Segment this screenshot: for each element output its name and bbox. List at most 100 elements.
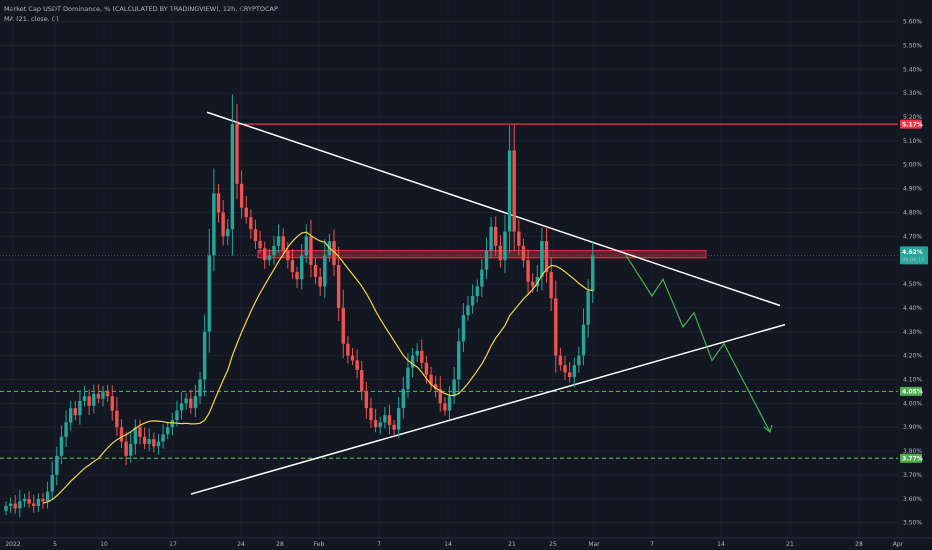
x-tick-label: 25	[549, 541, 557, 548]
candle-body	[45, 491, 50, 502]
resistance-badge-label: 5.17%	[902, 121, 923, 128]
candle-body	[313, 264, 318, 277]
resistance-zone	[257, 250, 707, 259]
candle-body	[18, 501, 22, 509]
candle-body	[346, 343, 350, 356]
candle-body	[138, 427, 142, 437]
candle-body	[156, 441, 161, 447]
y-tick-label: 4.70%	[903, 233, 922, 240]
candle-body	[507, 150, 512, 232]
candle-body	[281, 236, 285, 251]
candle-body	[535, 276, 539, 287]
candle-body	[554, 298, 558, 356]
candle-body	[470, 295, 475, 306]
candle-body	[179, 403, 184, 411]
candle-body	[68, 408, 73, 423]
candle-body	[253, 229, 258, 242]
candle-body	[147, 439, 151, 444]
candle-body	[263, 248, 267, 261]
y-tick-label: 3.60%	[903, 496, 922, 503]
candle-body	[591, 255, 595, 292]
chart-grid	[0, 21, 898, 524]
candle-body	[221, 212, 225, 237]
candle-body	[202, 331, 207, 380]
x-tick-label: Apr	[893, 541, 904, 548]
candle-body	[101, 391, 105, 399]
y-tick-label: 4.20%	[903, 353, 922, 360]
candle-body	[558, 355, 563, 366]
candle-body	[318, 276, 322, 287]
candle-body	[193, 396, 198, 409]
resistance-badge-bg	[900, 119, 922, 129]
candle-body	[498, 245, 503, 261]
candle-body	[577, 355, 581, 366]
legend-indicator: MA (21, close, 0)	[4, 15, 59, 23]
candles	[4, 94, 595, 518]
candle-body	[170, 420, 175, 428]
candle-body	[323, 255, 327, 287]
candle-body	[290, 260, 295, 273]
y-tick-label: 3.90%	[903, 424, 922, 431]
candle-body	[336, 264, 341, 308]
countdown-label: 05:06:10	[902, 257, 924, 263]
y-tick-label: 5.20%	[903, 114, 922, 121]
x-tick-label: 2022	[5, 541, 20, 548]
y-tick-label: 4.00%	[903, 400, 922, 407]
support-badge-lower-label: 3.77%	[902, 455, 923, 462]
y-tick-label: 5.30%	[903, 90, 922, 97]
candle-body	[572, 365, 576, 378]
y-axis-panel	[898, 0, 932, 550]
y-tick-label: 3.80%	[903, 448, 922, 455]
y-tick-label: 4.10%	[903, 377, 922, 384]
candle-body	[299, 255, 304, 280]
y-tick-label: 5.50%	[903, 42, 922, 49]
candle-body	[387, 415, 392, 425]
chart-legend: Market Cap USDT Dominance, % (CALCULATED…	[4, 4, 278, 24]
candle-body	[41, 498, 45, 502]
candle-body	[276, 236, 281, 246]
y-tick-label: 5.60%	[903, 19, 922, 26]
horizontal-levels	[0, 123, 898, 459]
candle-body	[438, 389, 442, 404]
candle-body	[350, 355, 355, 361]
candle-body	[581, 324, 586, 356]
candle-body	[567, 372, 572, 378]
candle-body	[129, 443, 133, 456]
candle-body	[152, 439, 156, 447]
y-tick-label: 4.40%	[903, 305, 922, 312]
candle-body	[36, 498, 41, 506]
candle-body	[521, 245, 526, 261]
candle-body	[4, 505, 8, 511]
candle-body	[96, 393, 101, 399]
candle-body	[433, 384, 438, 390]
candle-body	[443, 403, 447, 411]
candle-body	[92, 393, 96, 406]
candle-body	[586, 291, 590, 325]
candle-body	[295, 272, 299, 280]
candle-body	[475, 286, 479, 296]
y-tick-label: 5.10%	[903, 138, 922, 145]
candle-body	[73, 408, 77, 416]
candle-body	[166, 427, 170, 435]
x-tick-label: 28	[276, 541, 284, 548]
candle-body	[64, 422, 68, 437]
projection-arrow	[625, 255, 771, 433]
x-tick-label: Feb	[314, 541, 325, 548]
candle-body	[420, 350, 424, 363]
candle-body	[530, 281, 535, 287]
trendlines	[190, 111, 786, 495]
candle-body	[549, 272, 553, 299]
support-badge-upper-label: 4.05%	[902, 389, 923, 396]
price-badges: 5.17% 4.05% 3.77% 4.62%05:06:10	[900, 119, 928, 463]
candle-body	[392, 424, 396, 430]
candle-body	[512, 150, 516, 232]
candle-body	[503, 231, 507, 261]
candle-body	[142, 436, 147, 444]
candle-body	[447, 396, 452, 411]
candle-body	[494, 226, 498, 246]
candle-body	[207, 255, 211, 332]
candle-body	[540, 241, 544, 277]
x-tick-label: 14	[717, 541, 725, 548]
candle-body	[55, 455, 59, 475]
